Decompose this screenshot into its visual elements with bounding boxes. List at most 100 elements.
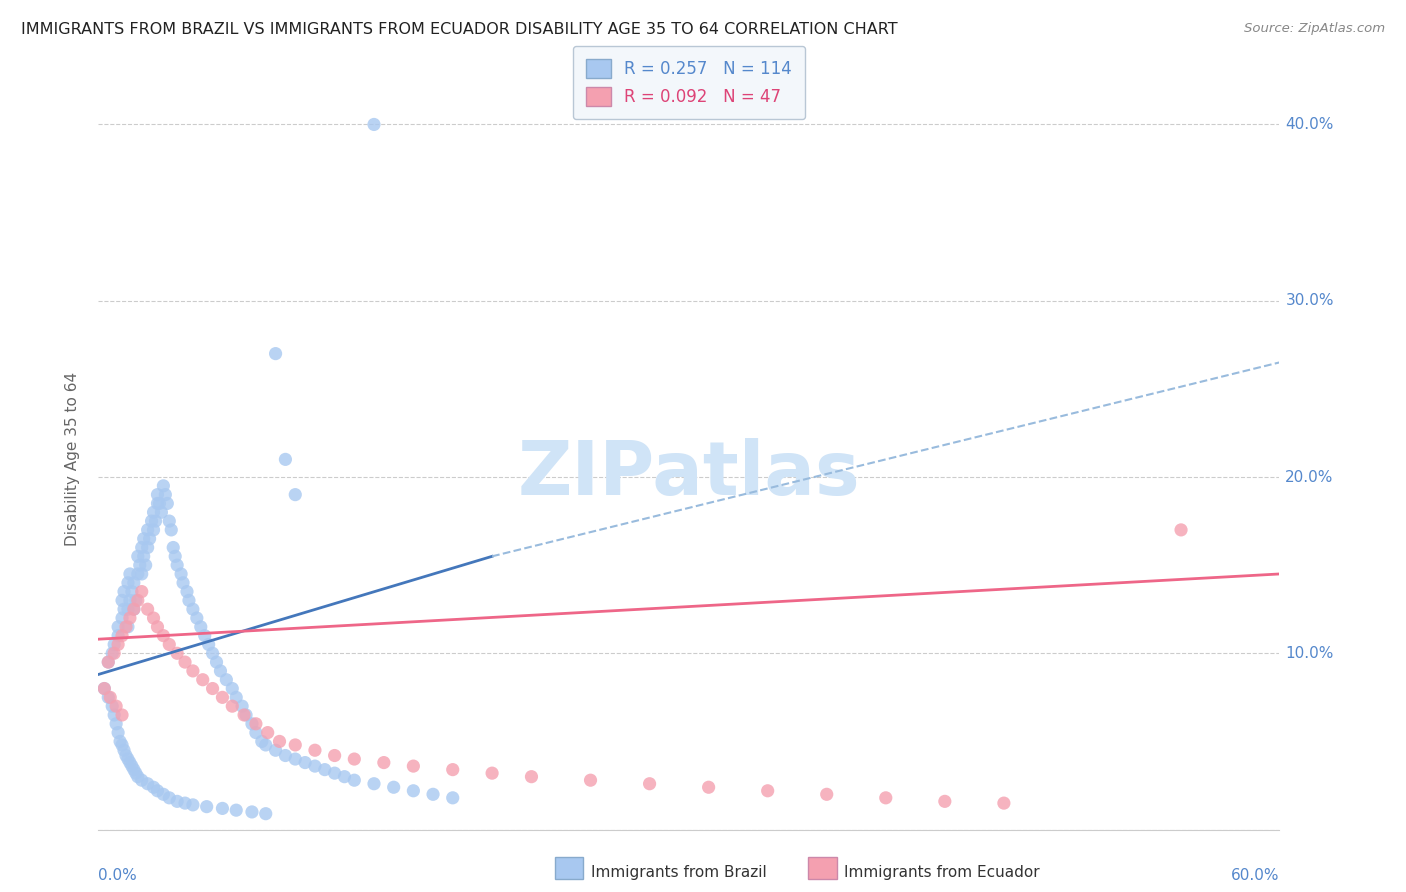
Point <box>108 734 131 748</box>
Point <box>101 699 124 714</box>
Text: 20.0%: 20.0% <box>1285 469 1334 484</box>
Point <box>131 541 153 555</box>
Point <box>191 673 214 687</box>
Text: 0.0%: 0.0% <box>98 868 138 883</box>
Point <box>225 690 247 705</box>
Point <box>122 602 145 616</box>
Point <box>441 790 464 805</box>
Point <box>264 743 287 757</box>
Point <box>117 620 139 634</box>
Point <box>197 637 219 651</box>
Point <box>166 794 188 808</box>
Point <box>402 759 425 773</box>
Point <box>146 784 169 798</box>
Point <box>1170 523 1192 537</box>
Point <box>211 801 233 815</box>
Point <box>186 611 208 625</box>
Point <box>127 549 149 564</box>
Point <box>170 566 193 581</box>
Point <box>875 790 897 805</box>
Point <box>269 734 291 748</box>
Point <box>177 593 200 607</box>
Point <box>111 629 134 643</box>
Point <box>174 796 197 810</box>
Point <box>304 743 326 757</box>
Point <box>343 773 366 788</box>
Point <box>993 796 1015 810</box>
Text: 10.0%: 10.0% <box>1285 646 1334 661</box>
Point <box>103 708 125 723</box>
Point <box>127 770 149 784</box>
Point <box>934 794 956 808</box>
Legend: R = 0.257   N = 114, R = 0.092   N = 47: R = 0.257 N = 114, R = 0.092 N = 47 <box>572 45 806 120</box>
Point <box>125 766 148 780</box>
Point <box>118 611 141 625</box>
Point <box>122 575 145 590</box>
Point <box>240 805 263 819</box>
Point <box>115 620 138 634</box>
Point <box>756 784 779 798</box>
Point <box>373 756 395 770</box>
Text: Immigrants from Ecuador: Immigrants from Ecuador <box>844 865 1039 880</box>
Point <box>256 725 278 739</box>
Point <box>481 766 503 780</box>
Point <box>402 784 425 798</box>
Point <box>121 584 143 599</box>
Point <box>112 584 135 599</box>
Point <box>152 787 174 801</box>
Point <box>145 514 167 528</box>
Point <box>107 620 129 634</box>
Point <box>121 759 143 773</box>
Point <box>815 787 838 801</box>
Point <box>136 541 159 555</box>
Text: 60.0%: 60.0% <box>1232 868 1279 883</box>
Point <box>97 655 120 669</box>
Point <box>205 655 228 669</box>
Point <box>112 602 135 616</box>
Point <box>131 584 153 599</box>
Point <box>579 773 602 788</box>
Point <box>131 773 153 788</box>
Point <box>245 725 267 739</box>
Point <box>162 541 184 555</box>
Point <box>103 646 125 660</box>
Point <box>131 566 153 581</box>
Point <box>233 708 256 723</box>
Point <box>172 575 194 590</box>
Point <box>101 646 124 660</box>
Point <box>111 611 134 625</box>
Point <box>194 629 217 643</box>
Point <box>157 790 180 805</box>
Point <box>284 488 307 502</box>
Text: Immigrants from Brazil: Immigrants from Brazil <box>591 865 766 880</box>
Point <box>136 777 159 791</box>
Point <box>117 602 139 616</box>
Point <box>105 699 128 714</box>
Point <box>112 743 135 757</box>
Text: 30.0%: 30.0% <box>1285 293 1334 309</box>
Point <box>142 780 165 795</box>
Point <box>211 690 233 705</box>
Point <box>176 584 198 599</box>
Point <box>264 346 287 360</box>
Point <box>115 748 138 763</box>
Point <box>142 611 165 625</box>
Point <box>105 716 128 731</box>
Text: ZIPatlas: ZIPatlas <box>517 438 860 511</box>
Point <box>274 452 297 467</box>
Point <box>128 558 150 573</box>
Point <box>146 488 169 502</box>
Point <box>148 496 170 510</box>
Point <box>323 748 346 763</box>
Point <box>152 479 174 493</box>
Point <box>150 505 173 519</box>
Point <box>132 549 155 564</box>
Point <box>221 681 243 696</box>
Point <box>157 637 180 651</box>
Point <box>284 752 307 766</box>
Point <box>314 763 336 777</box>
Point <box>190 620 212 634</box>
Point <box>697 780 720 795</box>
Point <box>125 593 148 607</box>
Point <box>181 664 204 678</box>
